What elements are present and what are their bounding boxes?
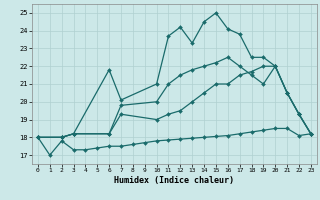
X-axis label: Humidex (Indice chaleur): Humidex (Indice chaleur) — [115, 176, 234, 185]
